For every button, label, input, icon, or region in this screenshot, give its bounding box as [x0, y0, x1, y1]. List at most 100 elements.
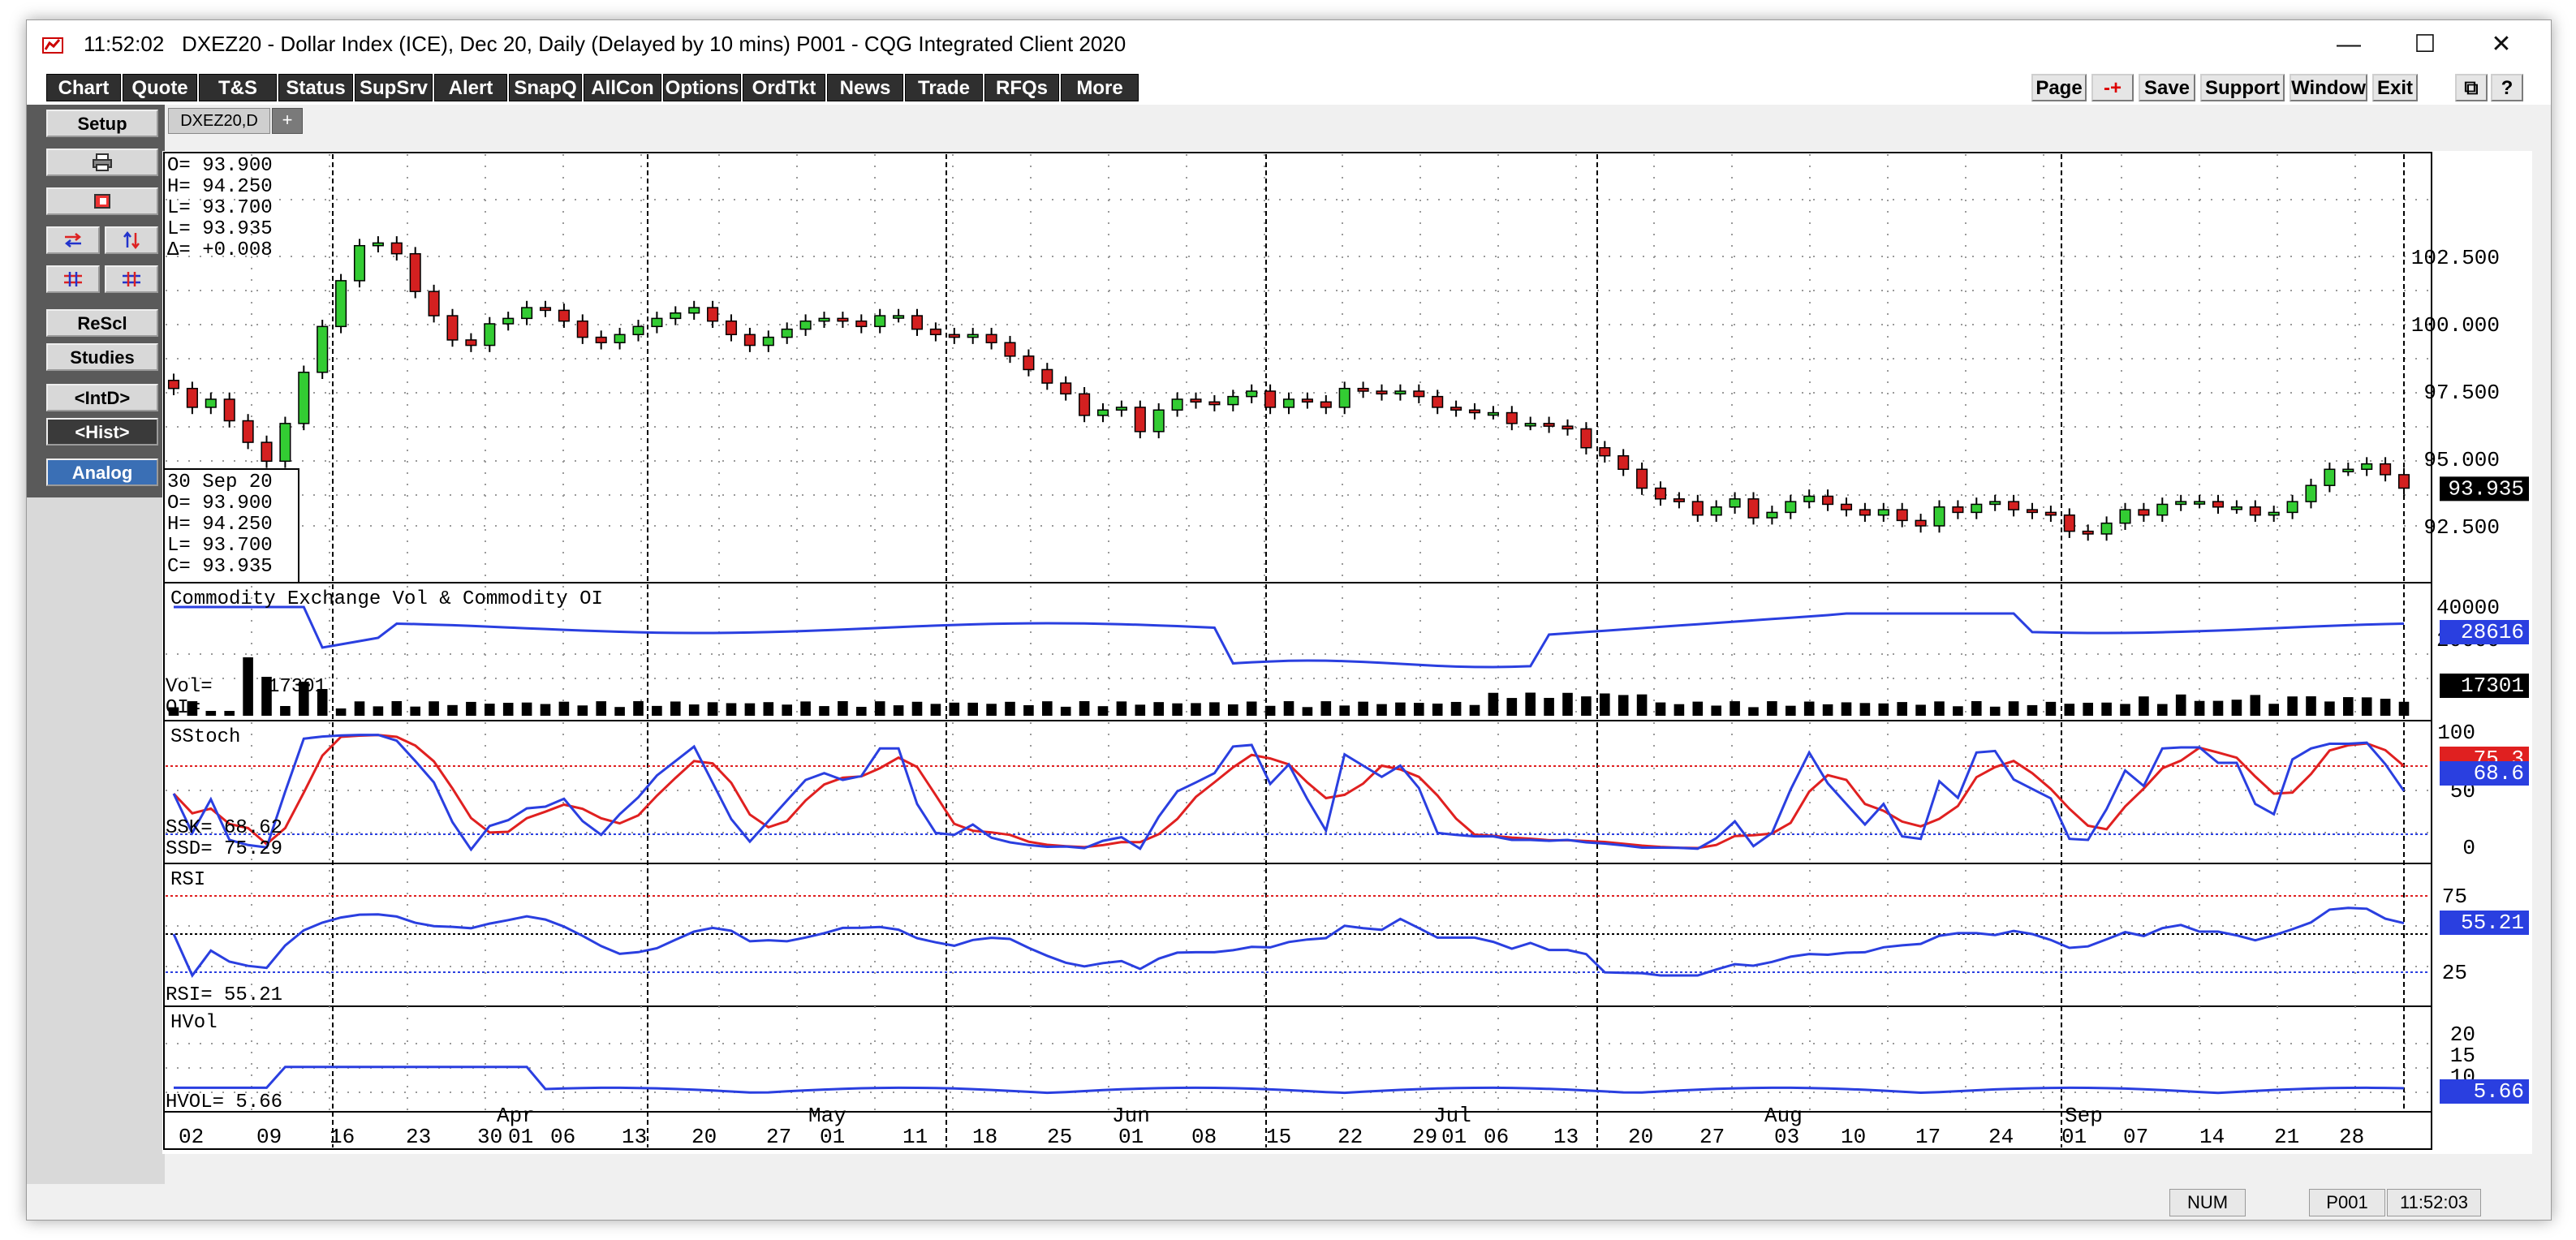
close-button[interactable]: ✕	[2491, 31, 2512, 58]
volume-panel-title: Commodity Exchange Vol & Commodity OI	[170, 588, 603, 610]
candle-body	[372, 242, 384, 247]
candle-body	[1896, 509, 1908, 522]
hvol-badge-text: 5.66	[2474, 1079, 2524, 1104]
volume-bar	[577, 705, 588, 716]
volume-bar	[1953, 706, 1963, 716]
menu-page-button[interactable]: Page	[2031, 74, 2087, 101]
candle-body	[595, 336, 607, 343]
candle-body	[1301, 398, 1313, 403]
price-axis-label: 97.500	[2423, 381, 2500, 405]
candle-body	[167, 379, 180, 390]
menu-snapq-button[interactable]: SnapQ	[509, 74, 582, 101]
volume-bar	[2194, 700, 2205, 716]
setup-button[interactable]: Setup	[46, 110, 158, 137]
candle-body	[1803, 495, 1816, 502]
menu-supsrv-button[interactable]: SupSrv	[355, 74, 433, 101]
menu-rfqs-button[interactable]: RFQs	[984, 74, 1059, 101]
chart-color-button[interactable]	[46, 187, 158, 215]
menu-options-button[interactable]: Options	[663, 74, 741, 101]
candle-body	[2397, 474, 2410, 489]
date-axis-day: 11	[902, 1125, 928, 1149]
volume-bar	[410, 706, 420, 716]
volume-bar	[2083, 702, 2093, 716]
volume-bar	[707, 702, 718, 716]
cursor-close: C= 93.935	[167, 556, 273, 578]
candle-body	[1041, 368, 1053, 384]
ohlc-high: H= 94.250	[167, 176, 273, 198]
studies-button[interactable]: Studies	[46, 343, 158, 371]
maximize-button[interactable]: ☐	[2414, 31, 2436, 58]
menu-quote-button[interactable]: Quote	[123, 74, 197, 101]
rescale-button[interactable]: ReScl	[46, 309, 158, 337]
candle-body	[335, 280, 347, 328]
scroll-vertical-button[interactable]	[105, 226, 158, 254]
restore-icon[interactable]: ⧉	[2455, 74, 2488, 101]
menu-alert-button[interactable]: Alert	[434, 74, 507, 101]
candle-body	[651, 317, 663, 328]
menu-status-button[interactable]: Status	[278, 74, 353, 101]
analog-button[interactable]: Analog	[46, 459, 158, 486]
date-axis-day: 27	[766, 1125, 791, 1149]
volume-bar	[1283, 701, 1294, 716]
volume-bar	[1803, 701, 1815, 716]
volume-bar	[1060, 706, 1071, 716]
ssk-line	[172, 734, 2406, 852]
volume-bar	[1264, 705, 1276, 716]
candle-body	[1190, 398, 1202, 403]
candle-body	[614, 334, 626, 343]
print-button[interactable]	[46, 149, 158, 176]
volume-bar	[782, 704, 792, 716]
date-axis-month: Jun	[1112, 1104, 1150, 1128]
date-axis-day: 20	[691, 1125, 717, 1149]
candle-body	[223, 398, 235, 422]
volume-bar	[1674, 704, 1685, 716]
menu-ts-button[interactable]: T&S	[199, 74, 277, 101]
candle-body	[688, 307, 700, 314]
volume-bar	[540, 704, 551, 716]
menu-exit-button[interactable]: Exit	[2372, 74, 2418, 101]
ssd-value: SSD= 75.29	[166, 838, 282, 860]
tab-dxez20[interactable]: DXEZ20,D	[168, 108, 270, 134]
scroll-horizontal-button[interactable]	[46, 226, 100, 254]
volume-bar	[2027, 704, 2038, 716]
menu-trade-button[interactable]: Trade	[905, 74, 983, 101]
volume-bar	[187, 701, 198, 716]
menu-allcon-button[interactable]: AllCon	[584, 74, 661, 101]
expand-button[interactable]	[105, 265, 158, 293]
candle-body	[1710, 506, 1722, 516]
candle-body	[428, 291, 440, 316]
volume-bar	[1506, 698, 1518, 716]
volume-bar	[1692, 701, 1704, 716]
menu-save-button[interactable]: Save	[2139, 74, 2195, 101]
compress-button[interactable]	[46, 265, 100, 293]
menu-window-button[interactable]: Window	[2290, 74, 2367, 101]
historical-button[interactable]: <Hist>	[46, 418, 158, 446]
candle-body	[837, 317, 849, 322]
hvol-axis-label: 20	[2450, 1023, 2475, 1047]
volume-bar	[1730, 701, 1740, 716]
intraday-button[interactable]: <IntD>	[46, 384, 158, 411]
candle-body	[2342, 468, 2354, 473]
help-icon[interactable]: ?	[2491, 74, 2523, 101]
date-axis-day: 01	[1118, 1125, 1144, 1149]
chart-area[interactable]: O= 93.900 H= 94.250 L= 93.700 L= 93.935 …	[162, 151, 2532, 1154]
menu-chart-button[interactable]: Chart	[46, 74, 121, 101]
menu-ordtkt-button[interactable]: OrdTkt	[743, 74, 825, 101]
menu-news-button[interactable]: News	[827, 74, 903, 101]
menu-more-button[interactable]: More	[1061, 74, 1139, 101]
candle-body	[1840, 503, 1853, 510]
candle-body	[1543, 423, 1555, 427]
volume-bar	[558, 701, 570, 716]
candle-body	[1338, 387, 1350, 408]
add-tab-button[interactable]: +	[272, 108, 303, 134]
date-axis-day: 17	[1915, 1125, 1941, 1149]
candle-body	[558, 309, 570, 322]
menu-support-button[interactable]: Support	[2200, 74, 2285, 101]
volume-bar	[2008, 701, 2019, 716]
candle-body	[2212, 501, 2225, 508]
zoom-button[interactable]: -+	[2091, 74, 2134, 101]
oi-label: OI=	[166, 697, 200, 719]
minimize-button[interactable]: —	[2337, 31, 2361, 58]
candle-body	[1599, 446, 1611, 457]
candle-body	[1915, 519, 1927, 527]
